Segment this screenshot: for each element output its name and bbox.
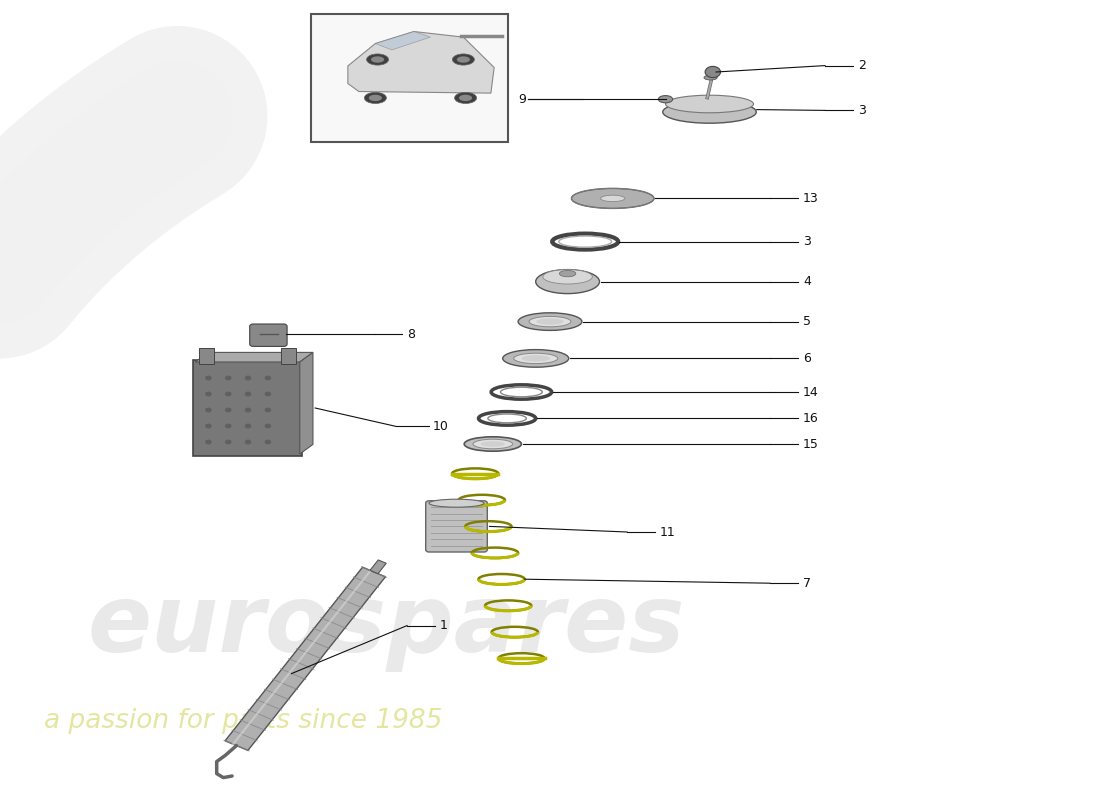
Circle shape — [244, 408, 251, 413]
Circle shape — [244, 440, 251, 444]
Circle shape — [205, 424, 211, 429]
Ellipse shape — [368, 94, 382, 101]
Text: 1: 1 — [440, 619, 448, 632]
Polygon shape — [196, 352, 314, 362]
Ellipse shape — [518, 313, 582, 330]
Ellipse shape — [662, 101, 757, 123]
Circle shape — [224, 391, 232, 396]
Ellipse shape — [371, 56, 384, 62]
FancyBboxPatch shape — [194, 360, 301, 456]
Ellipse shape — [473, 439, 513, 449]
Circle shape — [224, 376, 232, 381]
Circle shape — [264, 376, 271, 381]
Ellipse shape — [529, 317, 571, 326]
Polygon shape — [375, 31, 430, 50]
Text: 16: 16 — [803, 412, 818, 425]
Polygon shape — [370, 560, 386, 574]
Ellipse shape — [658, 96, 672, 103]
Circle shape — [205, 440, 211, 444]
Ellipse shape — [601, 195, 625, 202]
Circle shape — [224, 440, 232, 444]
Ellipse shape — [537, 318, 563, 325]
Circle shape — [705, 66, 720, 78]
Circle shape — [264, 391, 271, 396]
Ellipse shape — [366, 54, 388, 65]
Text: 13: 13 — [803, 192, 818, 205]
Ellipse shape — [459, 94, 472, 101]
Text: 7: 7 — [803, 577, 811, 590]
Text: 10: 10 — [432, 420, 448, 433]
Text: 2: 2 — [858, 59, 866, 72]
Circle shape — [264, 440, 271, 444]
Ellipse shape — [536, 270, 600, 294]
Circle shape — [244, 424, 251, 429]
Circle shape — [224, 408, 232, 413]
Text: 15: 15 — [803, 438, 818, 450]
Text: 6: 6 — [803, 352, 811, 365]
Circle shape — [244, 376, 251, 381]
FancyBboxPatch shape — [311, 14, 508, 142]
Circle shape — [205, 391, 211, 396]
Circle shape — [205, 408, 211, 413]
Ellipse shape — [481, 442, 505, 446]
FancyBboxPatch shape — [198, 349, 213, 365]
Text: 14: 14 — [803, 386, 818, 398]
Ellipse shape — [456, 56, 470, 62]
FancyBboxPatch shape — [426, 501, 487, 552]
Ellipse shape — [666, 95, 754, 113]
Text: 4: 4 — [803, 275, 811, 288]
Text: 8: 8 — [407, 328, 415, 341]
Ellipse shape — [543, 270, 592, 284]
Circle shape — [244, 391, 251, 396]
Polygon shape — [299, 352, 314, 454]
Ellipse shape — [364, 92, 386, 103]
Ellipse shape — [521, 355, 550, 362]
Polygon shape — [348, 31, 494, 93]
Polygon shape — [226, 567, 385, 750]
Ellipse shape — [452, 54, 474, 65]
Text: 3: 3 — [803, 235, 811, 248]
FancyBboxPatch shape — [250, 324, 287, 346]
Text: 3: 3 — [858, 104, 866, 117]
Circle shape — [205, 376, 211, 381]
Ellipse shape — [514, 354, 558, 363]
Ellipse shape — [503, 350, 569, 367]
Ellipse shape — [429, 499, 484, 507]
Circle shape — [224, 424, 232, 429]
Text: a passion for parts since 1985: a passion for parts since 1985 — [44, 708, 442, 734]
Circle shape — [264, 424, 271, 429]
Circle shape — [264, 408, 271, 413]
FancyBboxPatch shape — [282, 349, 297, 365]
Ellipse shape — [454, 92, 476, 103]
Text: 5: 5 — [803, 315, 811, 328]
Text: 11: 11 — [660, 526, 675, 538]
Ellipse shape — [560, 270, 576, 277]
Ellipse shape — [572, 188, 653, 208]
Ellipse shape — [464, 437, 521, 451]
Text: eurospares: eurospares — [88, 580, 685, 672]
Ellipse shape — [704, 75, 717, 80]
Text: 9: 9 — [518, 93, 526, 106]
